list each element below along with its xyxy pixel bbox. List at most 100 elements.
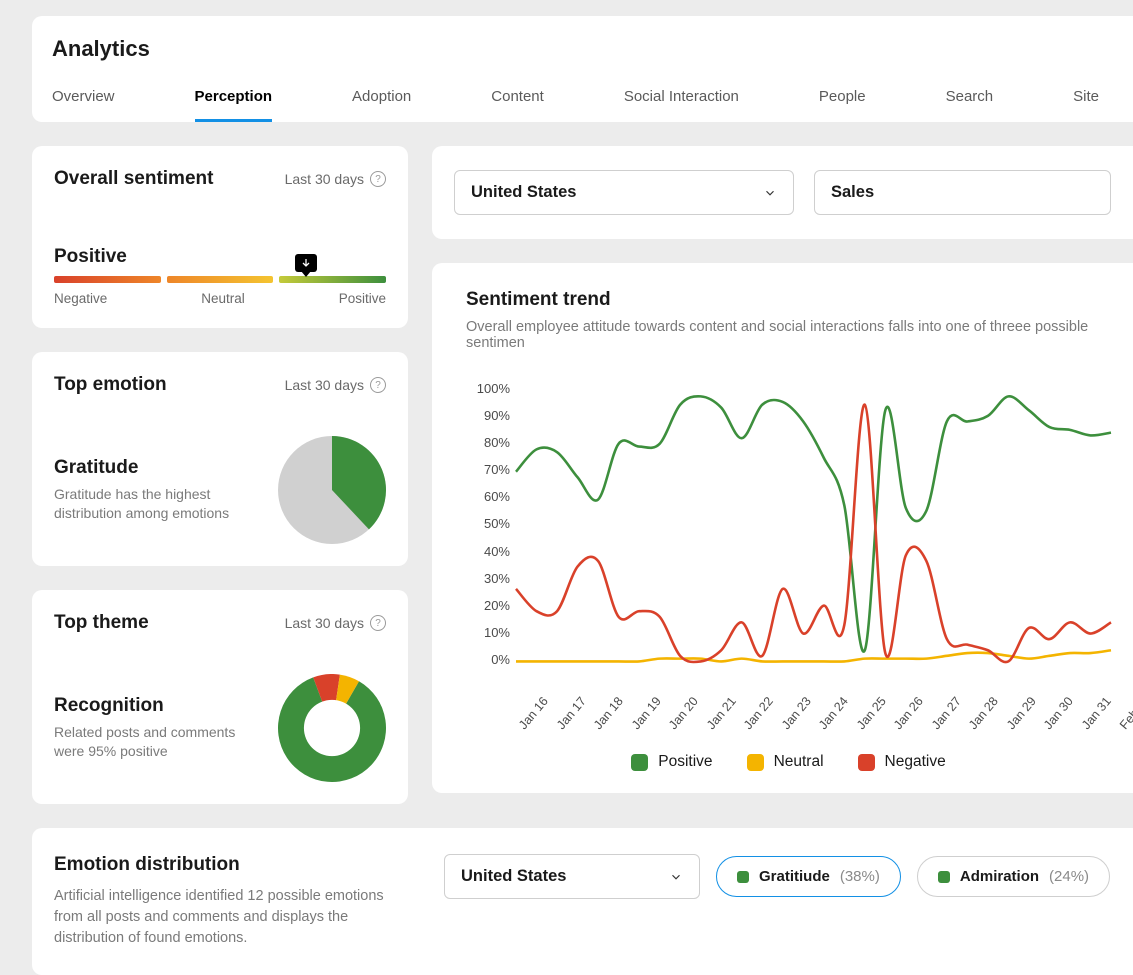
chip-pct: (38%) xyxy=(840,868,880,885)
x-tick: Jan 30 xyxy=(1041,694,1076,732)
y-tick: 20% xyxy=(466,598,510,613)
sentiment-bar-2 xyxy=(279,276,386,283)
top-emotion-name: Gratitude xyxy=(54,457,244,479)
tab-social-interaction[interactable]: Social Interaction xyxy=(624,78,739,122)
legend-item-neutral[interactable]: Neutral xyxy=(747,753,824,771)
top-emotion-desc: Gratitude has the highest distribution a… xyxy=(54,485,244,523)
chip-label: Gratitiude xyxy=(759,868,830,885)
sentiment-label: Neutral xyxy=(201,291,245,306)
y-tick: 100% xyxy=(466,381,510,396)
top-theme-period: Last 30 days xyxy=(285,615,364,631)
top-emotion-title: Top emotion xyxy=(54,374,167,396)
y-tick: 80% xyxy=(466,435,510,450)
legend-swatch xyxy=(747,754,764,771)
region-select[interactable]: United States xyxy=(454,170,794,215)
y-tick: 0% xyxy=(466,652,510,667)
sentiment-marker xyxy=(295,254,317,272)
x-tick: Jan 29 xyxy=(1004,694,1039,732)
overall-sentiment-value: Positive xyxy=(54,246,386,268)
distribution-region-select[interactable]: United States xyxy=(444,854,700,899)
x-tick: Jan 27 xyxy=(929,694,964,732)
tab-bar: Overview Perception Adoption Content Social … xyxy=(52,78,1133,122)
tab-overview[interactable]: Overview xyxy=(52,78,115,122)
tab-people[interactable]: People xyxy=(819,78,866,122)
y-tick: 30% xyxy=(466,571,510,586)
chip-label: Admiration xyxy=(960,868,1039,885)
sentiment-label: Positive xyxy=(339,291,386,306)
region-select-value: United States xyxy=(471,183,576,202)
top-theme-name: Recognition xyxy=(54,695,244,717)
emotion-chip-admiration[interactable]: Admiration (24%) xyxy=(917,856,1110,897)
overall-sentiment-period: Last 30 days xyxy=(285,171,364,187)
help-icon[interactable]: ? xyxy=(370,615,386,631)
distribution-region-value: United States xyxy=(461,867,566,886)
sentiment-bar-labels: Negative Neutral Positive xyxy=(54,291,386,306)
top-emotion-pie xyxy=(278,436,386,544)
sentiment-trend-title: Sentiment trend xyxy=(466,289,1111,311)
x-tick: Jan 20 xyxy=(666,694,701,732)
tab-search[interactable]: Search xyxy=(946,78,994,122)
legend-label: Neutral xyxy=(774,753,824,771)
sentiment-label: Negative xyxy=(54,291,107,306)
x-tick: Jan 17 xyxy=(554,694,589,732)
tab-perception[interactable]: Perception xyxy=(195,78,273,122)
top-emotion-card: Top emotion Last 30 days ? Gratitude Gra… xyxy=(32,352,408,566)
x-axis: Jan 16Jan 17Jan 18Jan 19Jan 20Jan 21Jan … xyxy=(516,713,1111,727)
x-tick: Feb 01 xyxy=(1117,693,1133,732)
sentiment-bar-1 xyxy=(167,276,274,283)
tab-site[interactable]: Site xyxy=(1073,78,1099,122)
chip-swatch xyxy=(737,871,749,883)
sentiment-trend-card: Sentiment trend Overall employee attitud… xyxy=(432,263,1133,793)
legend-label: Positive xyxy=(658,753,712,771)
chip-pct: (24%) xyxy=(1049,868,1089,885)
x-tick: Jan 23 xyxy=(779,694,814,732)
x-tick: Jan 24 xyxy=(816,694,851,732)
x-tick: Jan 16 xyxy=(516,694,551,732)
x-tick: Jan 22 xyxy=(741,694,776,732)
overall-sentiment-card: Overall sentiment Last 30 days ? Positiv… xyxy=(32,146,408,328)
chevron-down-icon xyxy=(669,870,683,884)
filters-row: United States Sales xyxy=(432,146,1133,239)
top-theme-desc: Related posts and comments were 95% posi… xyxy=(54,723,244,761)
x-tick: Jan 26 xyxy=(891,694,926,732)
emotion-chip-row: Gratitiude (38%) Admiration (24%) xyxy=(716,856,1110,897)
x-tick: Jan 21 xyxy=(704,694,739,732)
legend-item-positive[interactable]: Positive xyxy=(631,753,712,771)
top-theme-title: Top theme xyxy=(54,612,149,634)
tab-adoption[interactable]: Adoption xyxy=(352,78,411,122)
sentiment-trend-chart: 100%90%80%70%60%50%40%30%20%10%0% Jan 16… xyxy=(466,381,1111,681)
help-icon[interactable]: ? xyxy=(370,171,386,187)
overall-sentiment-title: Overall sentiment xyxy=(54,168,213,190)
chip-swatch xyxy=(938,871,950,883)
y-tick: 90% xyxy=(466,408,510,423)
legend-label: Negative xyxy=(885,753,946,771)
emotion-distribution-desc: Artificial intelligence identified 12 po… xyxy=(54,886,384,949)
emotion-distribution-card: Emotion distribution Artificial intellig… xyxy=(32,828,1133,975)
emotion-distribution-title: Emotion distribution xyxy=(54,854,384,876)
legend-swatch xyxy=(858,754,875,771)
sentiment-bars xyxy=(54,276,386,283)
help-icon[interactable]: ? xyxy=(370,377,386,393)
emotion-chip-gratitiude[interactable]: Gratitiude (38%) xyxy=(716,856,901,897)
legend-item-negative[interactable]: Negative xyxy=(858,753,946,771)
y-tick: 60% xyxy=(466,489,510,504)
analytics-header: Analytics Overview Perception Adoption Cont… xyxy=(32,16,1133,122)
department-select[interactable]: Sales xyxy=(814,170,1111,215)
top-emotion-period: Last 30 days xyxy=(285,377,364,393)
x-tick: Jan 18 xyxy=(591,694,626,732)
legend-swatch xyxy=(631,754,648,771)
chart-plot-area xyxy=(516,388,1111,667)
sentiment-bar-0 xyxy=(54,276,161,283)
top-theme-card: Top theme Last 30 days ? Recognition Rel… xyxy=(32,590,408,804)
chevron-down-icon xyxy=(763,186,777,200)
sentiment-trend-desc: Overall employee attitude towards conten… xyxy=(466,319,1111,351)
series-positive xyxy=(516,396,1111,651)
y-tick: 40% xyxy=(466,544,510,559)
y-tick: 50% xyxy=(466,516,510,531)
x-tick: Jan 19 xyxy=(629,694,664,732)
page-title: Analytics xyxy=(52,36,1133,62)
tab-content[interactable]: Content xyxy=(491,78,544,122)
x-tick: Jan 28 xyxy=(966,694,1001,732)
department-select-value: Sales xyxy=(831,183,874,202)
x-tick: Jan 31 xyxy=(1079,694,1114,732)
